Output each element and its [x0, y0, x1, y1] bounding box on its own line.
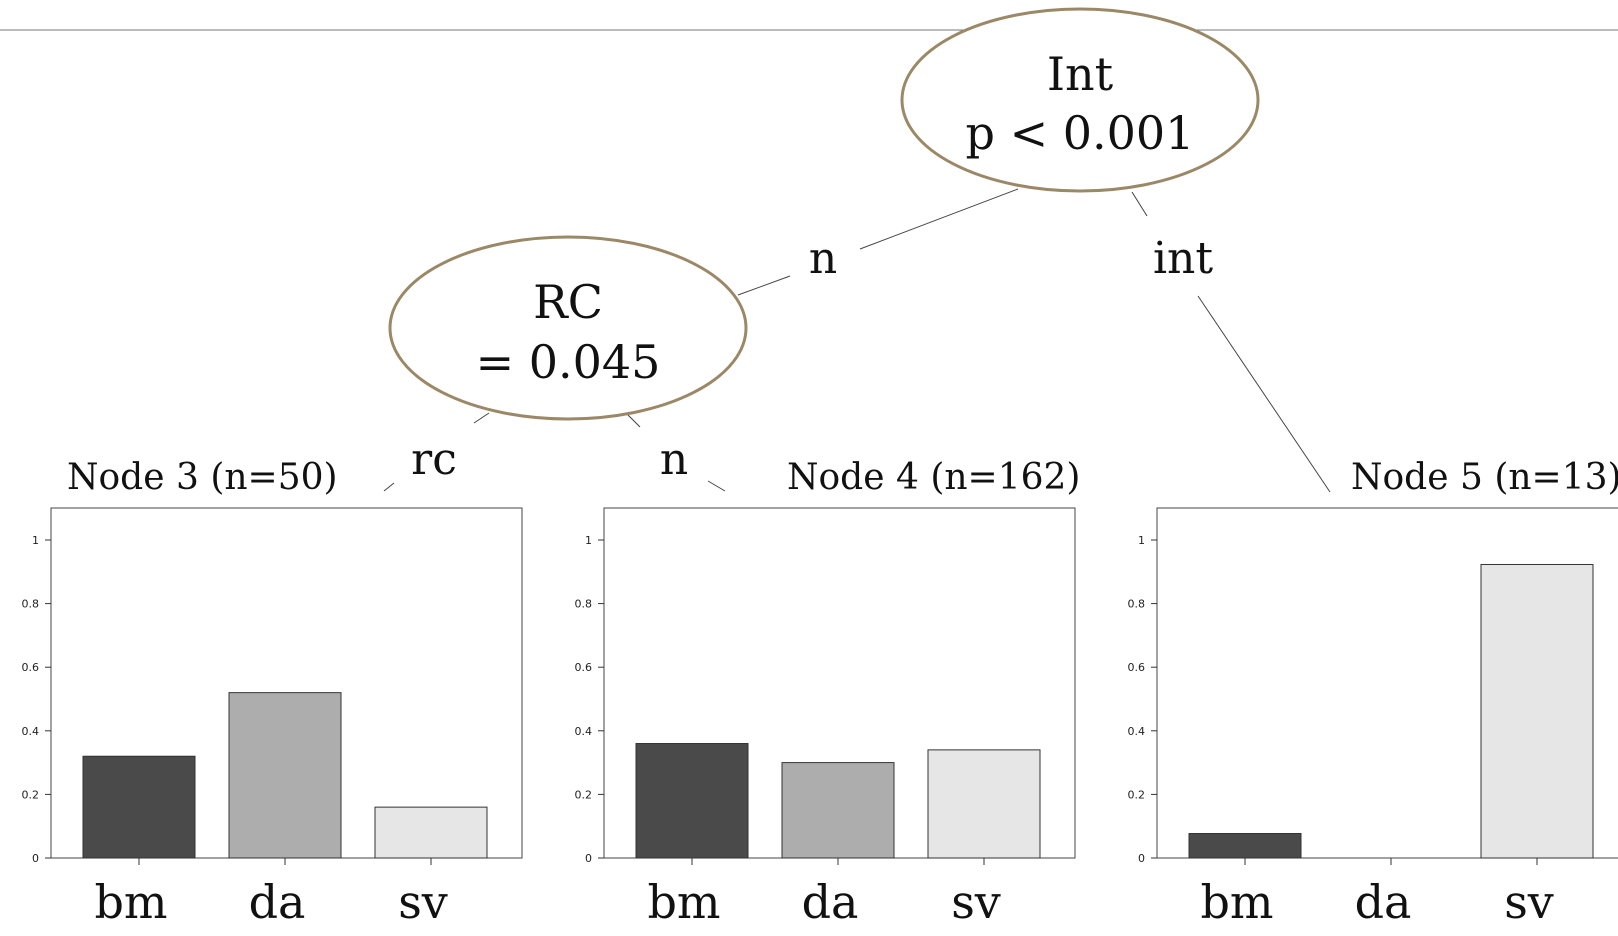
node-5-ytick-label: 1: [1138, 534, 1145, 547]
node-5-ytick-label: 0.2: [1128, 788, 1146, 801]
node-5-ytick-label: 0.6: [1128, 661, 1146, 674]
inner-node-2: RC = 0.045: [388, 235, 748, 421]
node-4-title: Node 4 (n=162): [787, 457, 1080, 498]
node-5-category-label-da: da: [1355, 875, 1412, 929]
edge-2-4: [625, 412, 641, 428]
node-4-ytick-label: 0.4: [575, 725, 593, 738]
node-3-bar-sv: [374, 806, 488, 859]
node-4-ytick-label: 0: [585, 852, 592, 865]
edge-2-4b: [707, 480, 726, 492]
node-4-ytick-label: 0.6: [575, 661, 593, 674]
edge-label-1-5: int: [1153, 233, 1213, 284]
node-4-bar-da: [781, 762, 895, 859]
node-4-category-label-bm: bm: [647, 875, 720, 929]
node-1-stat: p < 0.001: [966, 106, 1195, 160]
node-4-ytick-label: 1: [585, 534, 592, 547]
edge-1-5b: [1197, 295, 1331, 493]
edge-1-2: [859, 188, 1019, 250]
node-5-title: Node 5 (n=13): [1351, 457, 1618, 498]
node-5-category-label-bm: bm: [1200, 875, 1273, 929]
edge-2-3b: [383, 482, 395, 492]
node-3-category-label-bm: bm: [94, 875, 167, 929]
node-5-ytick-label: 0.8: [1128, 598, 1146, 611]
node-2-variable: RC: [533, 275, 603, 329]
node-5-bar-sv: [1480, 563, 1594, 859]
terminal-panels: 0 0.2 0.4 0.6 0.8 1 bm da sv 0 0.2 0.4 0.6 0.8 1 bm da sv…: [22, 507, 1618, 929]
node-3-bar-bm: [82, 755, 196, 859]
node-4-panel: 0 0.2 0.4 0.6 0.8 1 bm da sv: [575, 507, 1076, 929]
node-3-ytick-label: 0.8: [22, 598, 40, 611]
node-5-category-label-sv: sv: [1504, 875, 1554, 929]
edge-label-1-2: n: [809, 233, 837, 284]
edge-label-2-3: rc: [411, 434, 457, 485]
node-4-ytick-label: 0.2: [575, 788, 593, 801]
edge-2-3: [473, 412, 490, 424]
node-3-ytick-label: 0.6: [22, 661, 40, 674]
node-4-ytick-label: 0.8: [575, 598, 593, 611]
node-3-category-label-da: da: [249, 875, 306, 929]
node-4-bar-sv: [927, 749, 1041, 859]
node-5-panel: 0 0.2 0.4 0.6 0.8 1 bm da sv: [1128, 507, 1618, 929]
node-5-ytick-label: 0.4: [1128, 725, 1146, 738]
node-4-bar-bm: [635, 743, 749, 859]
edge-1-2b: [737, 275, 791, 296]
node-3-category-label-sv: sv: [398, 875, 448, 929]
edge-label-2-4: n: [660, 434, 688, 485]
node-3-ytick-label: 0.2: [22, 788, 40, 801]
node-2-ellipse: [388, 235, 748, 421]
node-3-ytick-label: 1: [32, 534, 39, 547]
node-1-ellipse: [900, 7, 1260, 193]
node-5-ytick-label: 0: [1138, 852, 1145, 865]
node-4-category-label-sv: sv: [951, 875, 1001, 929]
node-3-ytick-label: 0: [32, 852, 39, 865]
node-5-frame: [1156, 507, 1618, 859]
node-3-title: Node 3 (n=50): [67, 457, 338, 498]
inner-node-1: Int p < 0.001: [900, 7, 1260, 193]
node-3-panel: 0 0.2 0.4 0.6 0.8 1 bm da sv: [22, 507, 523, 929]
node-3-bar-da: [228, 692, 342, 859]
node-2-stat: = 0.045: [476, 335, 661, 389]
edge-1-5: [1131, 191, 1148, 217]
node-3-ytick-label: 0.4: [22, 725, 40, 738]
node-4-category-label-da: da: [802, 875, 859, 929]
node-5-bar-bm: [1188, 833, 1302, 859]
node-1-variable: Int: [1047, 47, 1114, 101]
